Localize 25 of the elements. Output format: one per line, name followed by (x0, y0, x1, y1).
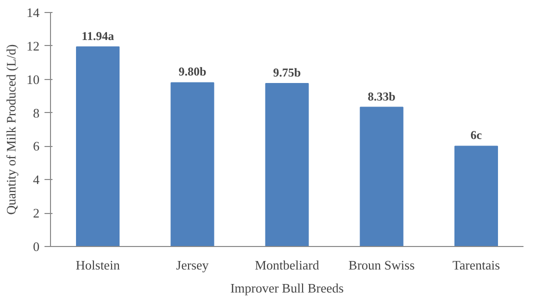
data-label: 9.75b (273, 66, 302, 80)
data-label: 6c (470, 128, 483, 142)
data-label: 11.94a (82, 28, 114, 43)
x-tick-label: Tarentais (452, 258, 500, 272)
data-label: 8.33b (368, 89, 396, 104)
bar (454, 146, 498, 246)
y-tick-label: 8 (33, 105, 40, 120)
bar (360, 106, 404, 246)
x-tick-label: Broun Swiss (348, 258, 415, 272)
y-axis-title: Quantity of Milk Produced (L/d) (4, 44, 18, 215)
y-tick-label: 2 (33, 206, 40, 221)
x-tick-label: Holstein (76, 258, 120, 272)
y-tick-label: 6 (33, 138, 40, 154)
y-tick-label: 4 (33, 172, 40, 188)
y-tick-label: 12 (26, 38, 40, 54)
bar (76, 46, 120, 246)
y-tick-label: 10 (26, 72, 40, 87)
y-tick-label: 14 (26, 5, 40, 20)
x-tick-label: Jersey (176, 258, 210, 272)
data-label: 9.80b (178, 64, 207, 79)
bar (170, 82, 214, 246)
y-tick-label: 0 (33, 239, 40, 254)
x-axis-title: Improver Bull Breeds (230, 280, 344, 296)
bar (265, 83, 309, 246)
x-tick-label: Montbeliard (254, 258, 320, 272)
